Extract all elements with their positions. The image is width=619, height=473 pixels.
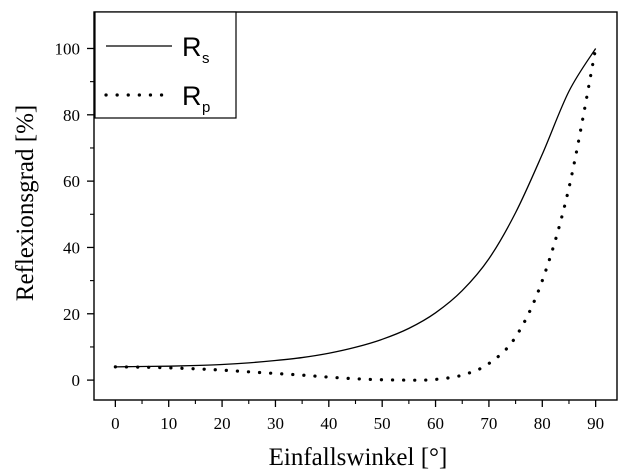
legend-subscript-p: p xyxy=(202,99,210,116)
x-tick-label: 40 xyxy=(320,414,337,433)
series-group xyxy=(113,46,598,382)
y-tick-label: 60 xyxy=(63,172,80,191)
legend-subscript-s: s xyxy=(202,50,210,67)
x-tick-label: 0 xyxy=(111,414,120,433)
x-tick-label: 30 xyxy=(267,414,284,433)
y-tick-label: 20 xyxy=(63,305,80,324)
x-tick-label: 50 xyxy=(374,414,391,433)
legend-box xyxy=(94,11,237,119)
x-tick-label: 20 xyxy=(214,414,231,433)
y-ticks: 0 20 40 60 80 100 xyxy=(55,39,94,390)
series-line-s xyxy=(115,48,597,368)
y-tick-label: 100 xyxy=(55,39,81,58)
x-tick-label: 90 xyxy=(587,414,604,433)
y-tick-label: 0 xyxy=(72,371,81,390)
y-tick-label: 80 xyxy=(63,106,80,125)
legend-label-s: R xyxy=(182,32,202,62)
legend-label-p: R xyxy=(182,81,202,111)
y-tick-label: 40 xyxy=(63,238,80,257)
y-axis-label: Reflexionsgrad [%] xyxy=(12,105,39,301)
x-tick-label: 80 xyxy=(534,414,551,433)
x-axis-label: Einfallswinkel [°] xyxy=(269,444,448,471)
x-tick-label: 70 xyxy=(480,414,497,433)
x-tick-label: 10 xyxy=(160,414,177,433)
x-ticks: 0 10 20 30 40 50 60 70 80 90 xyxy=(111,400,604,433)
x-tick-label: 60 xyxy=(427,414,444,433)
